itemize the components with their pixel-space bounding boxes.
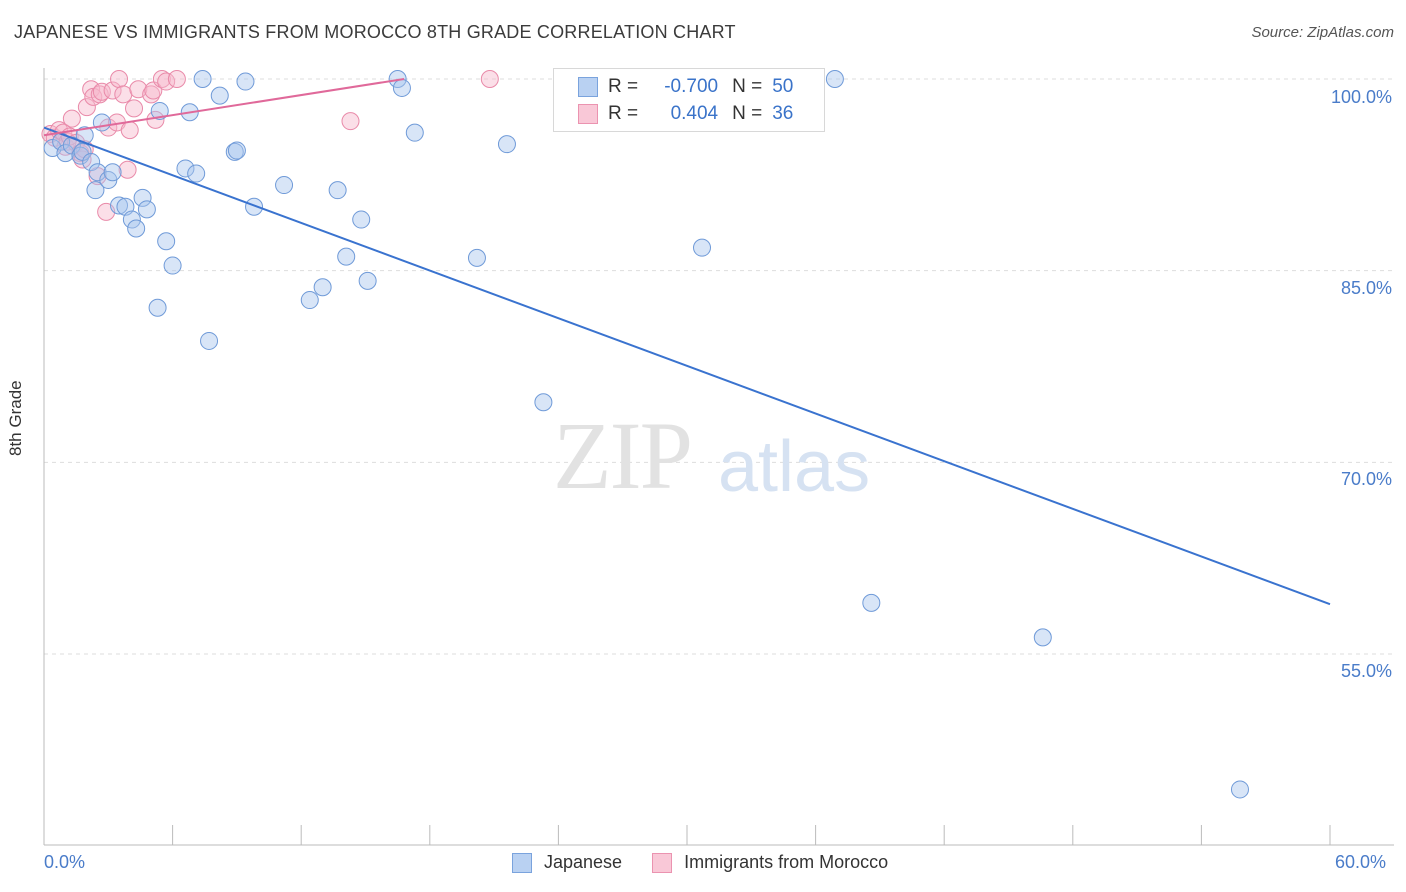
legend-swatch-morocco <box>578 104 598 124</box>
watermark-zip: ZIP <box>553 402 693 509</box>
data-point-japanese <box>176 159 195 178</box>
data-point-japanese <box>148 298 167 317</box>
legend-label-morocco: Immigrants from Morocco <box>684 852 889 872</box>
data-point-morocco <box>157 72 176 91</box>
legend-row-japanese: R = -0.700 N = 50 <box>578 74 793 100</box>
data-point-japanese <box>122 210 141 229</box>
source-label: Source: ZipAtlas.com <box>1251 24 1394 41</box>
data-point-japanese <box>300 291 319 310</box>
x-tick-label-max: 60.0% <box>1335 852 1387 872</box>
axes <box>43 68 1394 846</box>
legend-item-japanese[interactable]: Japanese <box>512 852 622 873</box>
data-point-japanese <box>862 593 881 612</box>
legend-n-value: 50 <box>772 76 794 97</box>
data-point-japanese <box>75 126 94 145</box>
legend-r-value: 0.404 <box>670 103 719 124</box>
data-point-morocco <box>480 70 499 88</box>
legend-r-label: R = <box>608 76 639 97</box>
data-point-japanese <box>245 197 264 216</box>
data-point-morocco <box>341 112 360 131</box>
correlation-legend: R = -0.700 N = 50 R = 0.404 N = 36 <box>553 68 825 132</box>
data-point-morocco <box>125 99 144 118</box>
data-point-morocco <box>120 121 139 140</box>
data-point-japanese <box>227 141 246 160</box>
data-point-japanese <box>92 113 111 132</box>
data-point-japanese <box>534 393 553 412</box>
data-point-japanese <box>163 256 182 275</box>
gridlines <box>44 78 1394 655</box>
data-point-japanese <box>110 196 129 215</box>
data-point-japanese <box>497 135 516 154</box>
legend-r-label: R = <box>608 103 639 124</box>
data-point-japanese <box>1230 780 1249 799</box>
data-point-japanese <box>405 123 424 142</box>
y-tick-label-100: 100.0% <box>1330 87 1392 107</box>
data-point-japanese <box>88 163 107 182</box>
data-point-japanese <box>358 271 377 290</box>
data-point-morocco <box>167 70 186 88</box>
legend-swatch-morocco <box>652 852 673 873</box>
data-point-japanese <box>137 200 156 219</box>
data-point-japanese <box>200 331 219 350</box>
data-point-japanese <box>157 232 176 251</box>
data-point-morocco <box>82 80 101 99</box>
y-axis-label: 8th Grade <box>6 380 25 456</box>
data-point-morocco <box>110 70 129 88</box>
data-point-japanese <box>103 163 122 182</box>
data-point-japanese <box>82 153 101 172</box>
data-point-japanese <box>187 164 206 183</box>
legend-item-morocco[interactable]: Immigrants from Morocco <box>652 852 888 873</box>
y-tick-label-55: 55.0% <box>1340 661 1392 681</box>
trend-line-morocco <box>43 78 405 137</box>
data-point-japanese <box>127 219 146 238</box>
x-tick-label-min: 0.0% <box>44 852 86 872</box>
legend-swatch-japanese <box>512 852 532 873</box>
trend-lines <box>43 78 1331 606</box>
legend-row-morocco: R = 0.404 N = 36 <box>578 101 793 127</box>
legend-label-japanese: Japanese <box>544 852 623 872</box>
chart-title: JAPANESE VS IMMIGRANTS FROM MOROCCO 8TH … <box>14 22 736 42</box>
data-point-japanese <box>86 181 105 200</box>
data-point-morocco <box>118 160 137 179</box>
data-point-japanese <box>337 247 356 266</box>
data-point-japanese <box>352 210 371 229</box>
data-point-morocco <box>114 85 133 104</box>
data-point-japanese <box>693 238 712 257</box>
data-point-japanese <box>275 176 294 195</box>
y-tick-label-85: 85.0% <box>1340 278 1392 298</box>
data-point-japanese <box>467 248 486 267</box>
data-point-japanese <box>825 70 844 88</box>
data-point-japanese <box>150 101 169 120</box>
legend-r-value: -0.700 <box>664 76 719 97</box>
legend-n-value: 36 <box>772 103 794 124</box>
data-point-japanese <box>210 86 229 105</box>
series-legend: Japanese Immigrants from Morocco <box>512 852 918 873</box>
trend-line-japanese <box>43 126 1331 606</box>
legend-n-label: N = <box>732 76 763 97</box>
legend-swatch-japanese <box>578 77 598 97</box>
data-point-japanese <box>392 78 411 97</box>
data-point-japanese <box>313 278 332 297</box>
data-point-morocco <box>77 98 96 117</box>
series-morocco-points <box>41 70 499 221</box>
data-point-japanese <box>1033 628 1052 647</box>
data-point-japanese <box>236 72 255 91</box>
series-japanese-points <box>43 70 1249 799</box>
watermark-atlas: atlas <box>718 427 871 507</box>
data-point-japanese <box>193 70 212 88</box>
data-point-japanese <box>328 181 347 200</box>
data-point-morocco <box>62 109 81 128</box>
y-tick-label-70: 70.0% <box>1340 469 1392 489</box>
legend-n-label: N = <box>732 103 763 124</box>
data-point-morocco <box>103 81 122 100</box>
data-point-japanese <box>133 188 152 207</box>
